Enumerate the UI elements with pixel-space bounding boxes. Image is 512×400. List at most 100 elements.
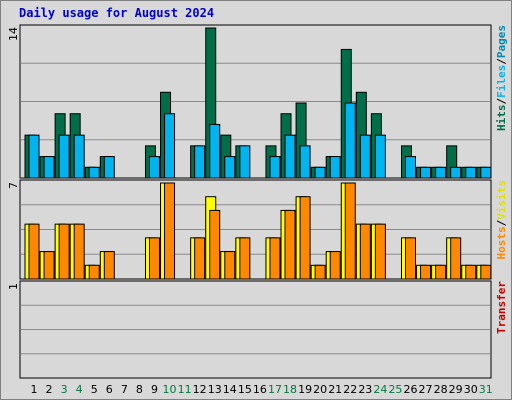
- day-label-17: 17: [268, 383, 282, 396]
- bar-hosts-day-9: [148, 237, 160, 280]
- bar-files-day-24: [374, 134, 386, 179]
- bar-hosts-day-28: [435, 264, 447, 280]
- bar-files-day-29: [450, 166, 462, 179]
- bar-hosts-day-15: [239, 237, 251, 280]
- bar-files-day-4: [73, 134, 85, 179]
- day-label-28: 28: [434, 383, 448, 396]
- bar-files-day-30: [465, 166, 477, 179]
- bar-hosts-day-4: [73, 223, 85, 280]
- day-label-1: 1: [31, 383, 38, 396]
- day-label-9: 9: [151, 383, 158, 396]
- bar-hosts-day-19: [299, 196, 311, 280]
- bar-hosts-day-30: [465, 264, 477, 280]
- day-label-12: 12: [193, 383, 207, 396]
- bar-hosts-day-3: [58, 223, 70, 280]
- day-label-14: 14: [223, 383, 237, 396]
- bar-hosts-day-21: [329, 251, 341, 280]
- bar-files-day-13: [209, 123, 221, 179]
- day-label-6: 6: [106, 383, 113, 396]
- side-label-bottom: Transfer: [495, 281, 508, 334]
- bar-files-day-17: [269, 156, 281, 179]
- day-label-7: 7: [121, 383, 128, 396]
- bar-files-day-19: [299, 145, 311, 179]
- day-label-26: 26: [404, 383, 418, 396]
- bar-hosts-day-1: [28, 223, 40, 280]
- bar-files-day-31: [480, 166, 492, 179]
- bar-hosts-day-6: [103, 251, 115, 280]
- y-tick-label: 14: [7, 27, 20, 41]
- bar-hosts-day-13: [209, 209, 221, 280]
- bar-hosts-day-23: [359, 223, 371, 280]
- bar-files-day-9: [148, 156, 160, 179]
- day-label-11: 11: [178, 383, 192, 396]
- bar-files-day-22: [344, 102, 356, 179]
- day-label-23: 23: [358, 383, 372, 396]
- bar-files-day-20: [314, 166, 326, 179]
- bar-hosts-day-17: [269, 237, 281, 280]
- bar-hosts-day-24: [374, 223, 386, 280]
- y-tick-label: 7: [7, 182, 20, 189]
- bar-files-day-5: [88, 166, 100, 179]
- y-tick-label: 1: [7, 283, 20, 290]
- day-label-31: 31: [479, 383, 493, 396]
- day-label-19: 19: [298, 383, 312, 396]
- bar-hosts-day-22: [344, 182, 356, 280]
- bar-files-day-10: [164, 113, 176, 179]
- bar-files-day-14: [224, 156, 236, 179]
- day-label-22: 22: [343, 383, 357, 396]
- bar-hosts-day-10: [164, 182, 176, 280]
- bar-files-day-27: [420, 166, 432, 179]
- side-label-part: Hits: [495, 105, 508, 132]
- day-label-10: 10: [163, 383, 177, 396]
- bar-hosts-day-29: [450, 237, 462, 280]
- bar-hosts-day-27: [420, 264, 432, 280]
- side-label-separator: /: [495, 219, 508, 226]
- bar-files-day-23: [359, 134, 371, 179]
- chart-title: Daily usage for August 2024: [19, 6, 215, 20]
- bar-files-day-21: [329, 156, 341, 179]
- day-label-27: 27: [419, 383, 433, 396]
- bar-hosts-day-18: [284, 209, 296, 280]
- day-label-29: 29: [449, 383, 463, 396]
- day-label-24: 24: [373, 383, 387, 396]
- bar-files-day-12: [194, 145, 206, 179]
- day-label-20: 20: [313, 383, 327, 396]
- bar-hosts-day-2: [43, 251, 55, 280]
- bar-files-day-26: [405, 156, 416, 179]
- side-label-part: Files: [495, 65, 508, 98]
- day-label-4: 4: [76, 383, 83, 396]
- bar-files-day-18: [284, 134, 296, 179]
- side-label-top: Hits/Files/Pages: [495, 25, 508, 131]
- bar-files-day-28: [435, 166, 447, 179]
- bar-files-day-2: [43, 156, 55, 179]
- day-label-21: 21: [328, 383, 342, 396]
- bar-files-day-3: [58, 134, 70, 179]
- day-label-8: 8: [136, 383, 143, 396]
- side-label-middle: Hosts/Visits: [495, 180, 508, 260]
- day-label-3: 3: [61, 383, 68, 396]
- side-label-part: Visits: [495, 180, 508, 220]
- bar-hosts-day-20: [314, 264, 326, 280]
- day-label-18: 18: [283, 383, 297, 396]
- bar-hosts-day-12: [194, 237, 206, 280]
- side-label-part: Transfer: [495, 281, 508, 334]
- bar-hosts-day-5: [88, 264, 100, 280]
- day-label-13: 13: [208, 383, 222, 396]
- day-label-16: 16: [253, 383, 267, 396]
- day-label-5: 5: [91, 383, 98, 396]
- side-label-part: Hosts: [495, 226, 508, 259]
- bar-files-day-6: [103, 156, 115, 179]
- day-label-15: 15: [238, 383, 252, 396]
- bar-files-day-15: [239, 145, 251, 179]
- day-label-25: 25: [388, 383, 402, 396]
- bar-hosts-day-26: [405, 237, 416, 280]
- side-label-separator: /: [495, 58, 508, 65]
- day-label-2: 2: [46, 383, 53, 396]
- day-label-30: 30: [464, 383, 478, 396]
- bar-files-day-1: [28, 134, 40, 179]
- side-label-part: Pages: [495, 25, 508, 58]
- bar-hosts-day-14: [224, 251, 236, 280]
- side-label-separator: /: [495, 98, 508, 105]
- bar-hosts-day-31: [480, 264, 492, 280]
